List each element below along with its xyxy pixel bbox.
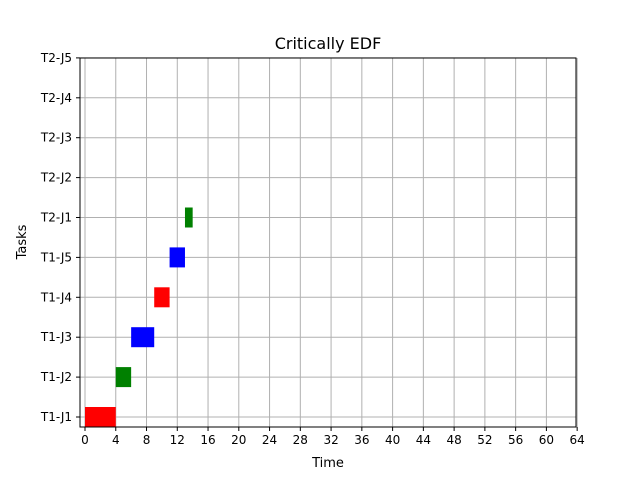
x-tick-label: 40 bbox=[385, 433, 400, 447]
bar-t1-j5 bbox=[169, 247, 185, 268]
bar-t1-j3 bbox=[131, 327, 155, 348]
y-tick-label: T2-J5 bbox=[40, 51, 72, 65]
x-tick-label: 56 bbox=[508, 433, 523, 447]
x-tick-label: 48 bbox=[446, 433, 461, 447]
bar-t1-j2 bbox=[115, 367, 132, 388]
y-tick-label: T2-J4 bbox=[40, 91, 72, 105]
chart-title: Critically EDF bbox=[275, 34, 382, 53]
x-tick-label: 24 bbox=[262, 433, 277, 447]
x-tick-label: 52 bbox=[477, 433, 492, 447]
x-axis-label: Time bbox=[311, 456, 344, 471]
x-tick-label: 4 bbox=[112, 433, 120, 447]
x-tick-label: 0 bbox=[81, 433, 89, 447]
y-tick-label: T1-J5 bbox=[40, 250, 72, 264]
x-axis: 0 4 8 12 16 20 24 28 32 36 40 44 48 52 56 60 64 bbox=[81, 427, 585, 447]
y-tick-label: T2-J3 bbox=[40, 131, 72, 145]
x-tick-label: 60 bbox=[539, 433, 554, 447]
y-axis: T1-J1 T1-J2 T1-J3 T1-J4 T1-J5 T2-J1 T2-J2 T2-J3… bbox=[40, 51, 80, 424]
bar-t1-j1 bbox=[85, 407, 116, 427]
y-tick-label: T1-J4 bbox=[40, 290, 72, 304]
y-tick-label: T2-J1 bbox=[40, 211, 72, 225]
x-tick-label: 16 bbox=[200, 433, 215, 447]
plot-frame bbox=[79, 57, 577, 428]
bar-t1-j4 bbox=[154, 287, 170, 308]
y-tick-label: T1-J3 bbox=[40, 330, 72, 344]
x-tick-label: 20 bbox=[231, 433, 246, 447]
x-tick-label: 12 bbox=[170, 433, 185, 447]
x-tick-label: 32 bbox=[323, 433, 338, 447]
y-axis-label: Tasks bbox=[15, 224, 30, 260]
x-tick-label: 44 bbox=[416, 433, 431, 447]
y-tick-label: T2-J2 bbox=[40, 171, 72, 185]
bars bbox=[85, 207, 193, 427]
y-tick-label: T1-J2 bbox=[40, 370, 72, 384]
y-tick-label: T1-J1 bbox=[40, 410, 72, 424]
bar-t2-j1 bbox=[184, 207, 193, 228]
x-tick-label: 28 bbox=[293, 433, 308, 447]
grid bbox=[80, 57, 578, 427]
x-tick-label: 8 bbox=[143, 433, 151, 447]
x-tick-label: 36 bbox=[354, 433, 369, 447]
x-tick-label: 64 bbox=[570, 433, 585, 447]
